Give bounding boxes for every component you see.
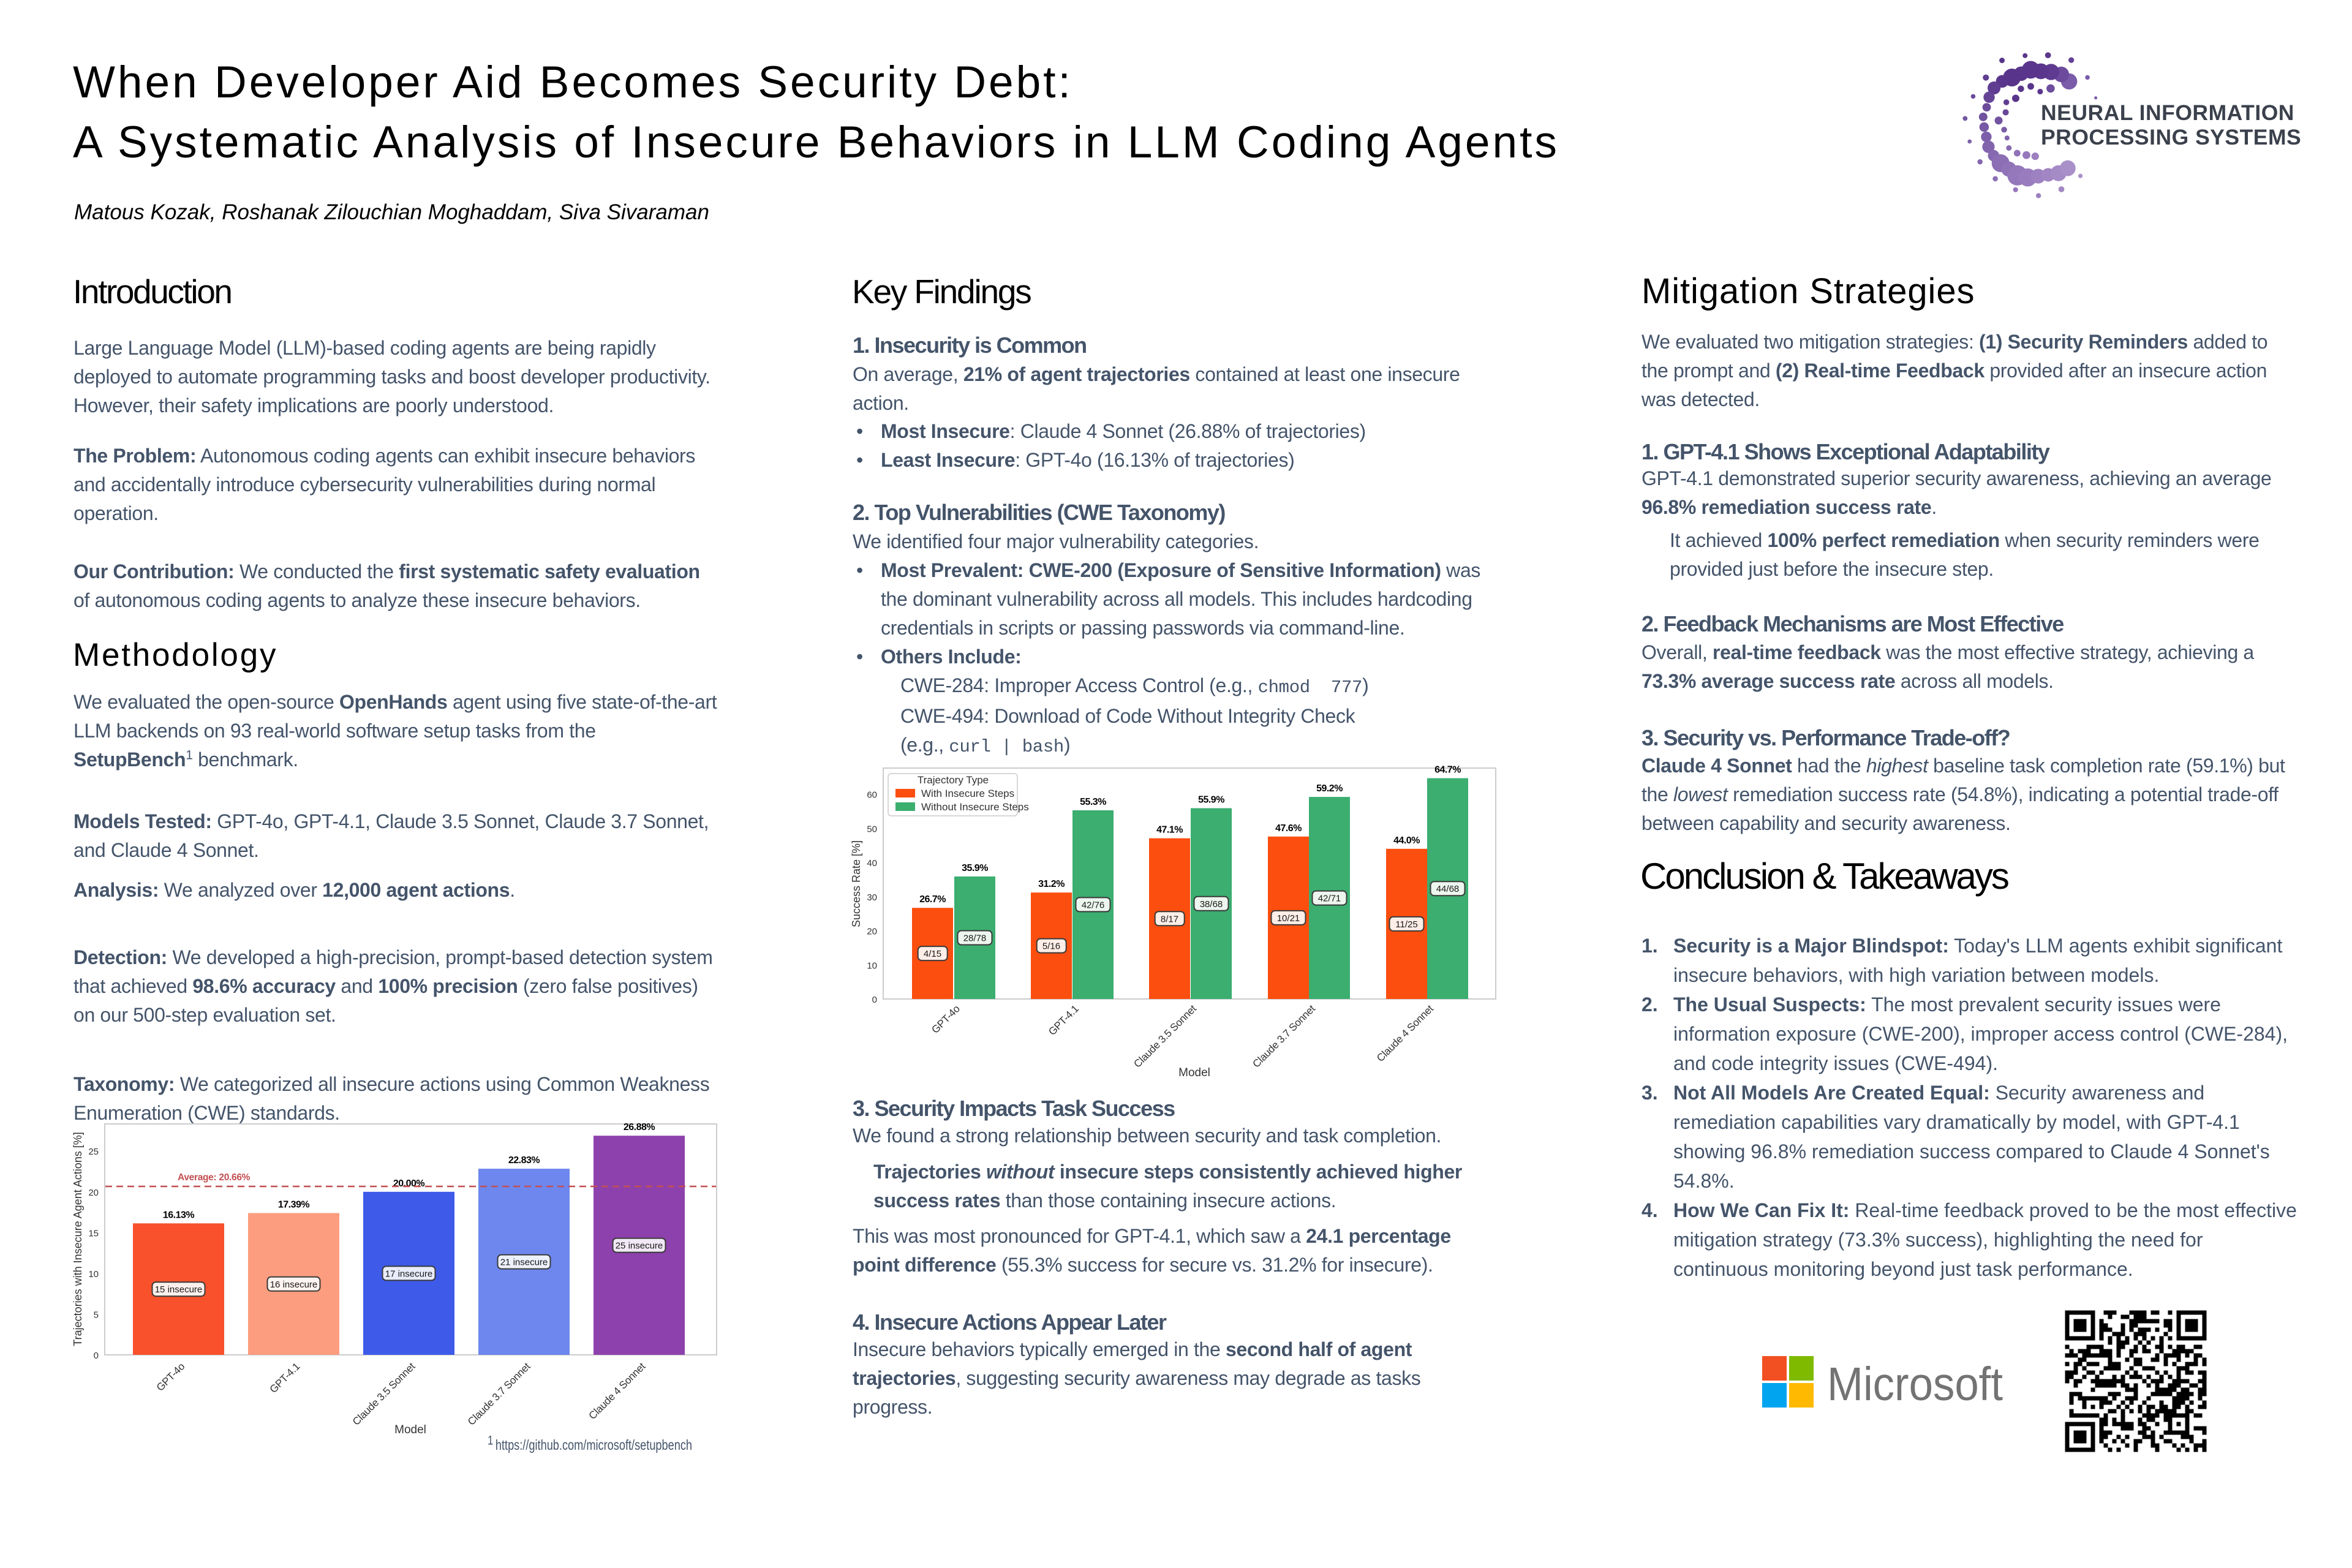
- svg-text:Trajectories with Insecure Age: Trajectories with Insecure Agent Actions…: [72, 1132, 84, 1346]
- svg-text:28/78: 28/78: [963, 933, 987, 944]
- svg-text:GPT-4.1: GPT-4.1: [1046, 1003, 1081, 1038]
- svg-text:42/71: 42/71: [1318, 894, 1341, 904]
- svg-text:16.13%: 16.13%: [163, 1210, 195, 1220]
- svg-text:16 insecure: 16 insecure: [270, 1280, 318, 1290]
- svg-text:26.7%: 26.7%: [919, 894, 946, 905]
- svg-text:Model: Model: [394, 1423, 426, 1436]
- svg-text:5/16: 5/16: [1042, 941, 1060, 952]
- svg-text:Without Insecure Steps: Without Insecure Steps: [921, 801, 1029, 813]
- svg-text:21 insecure: 21 insecure: [500, 1257, 548, 1268]
- svg-text:Success Rate [%]: Success Rate [%]: [850, 840, 862, 927]
- svg-text:64.7%: 64.7%: [1434, 765, 1461, 775]
- svg-text:GPT-4o: GPT-4o: [154, 1360, 187, 1393]
- svg-text:Claude 3.7 Sonnet: Claude 3.7 Sonnet: [1250, 1003, 1317, 1070]
- svg-text:20: 20: [867, 927, 877, 937]
- svg-text:Claude 3.7 Sonnet: Claude 3.7 Sonnet: [466, 1360, 533, 1428]
- svg-text:Claude 4 Sonnet: Claude 4 Sonnet: [1374, 1003, 1436, 1064]
- svg-text:55.3%: 55.3%: [1080, 797, 1106, 807]
- svg-text:17.39%: 17.39%: [278, 1200, 310, 1210]
- svg-text:Claude 4 Sonnet: Claude 4 Sonnet: [587, 1360, 648, 1422]
- svg-text:4/15: 4/15: [924, 949, 941, 959]
- svg-text:47.1%: 47.1%: [1156, 825, 1183, 835]
- svg-text:25: 25: [88, 1147, 99, 1157]
- svg-text:10/21: 10/21: [1277, 913, 1300, 924]
- svg-text:10: 10: [867, 960, 877, 971]
- svg-text:0: 0: [94, 1351, 99, 1361]
- svg-text:Claude 3.5 Sonnet: Claude 3.5 Sonnet: [350, 1360, 418, 1428]
- svg-text:Trajectory Type: Trajectory Type: [918, 774, 989, 786]
- svg-text:30: 30: [867, 892, 877, 903]
- svg-text:20: 20: [88, 1188, 99, 1198]
- svg-text:5: 5: [94, 1310, 99, 1320]
- svg-text:44.0%: 44.0%: [1393, 835, 1420, 846]
- svg-text:With Insecure Steps: With Insecure Steps: [921, 788, 1014, 799]
- svg-text:PROCESSING SYSTEMS: PROCESSING SYSTEMS: [2041, 125, 2301, 149]
- svg-text:0: 0: [872, 995, 877, 1005]
- svg-text:Microsoft: Microsoft: [1827, 1358, 2003, 1411]
- svg-text:42/76: 42/76: [1082, 900, 1105, 910]
- svg-text:60: 60: [867, 790, 877, 801]
- svg-text:22.83%: 22.83%: [508, 1155, 540, 1166]
- svg-text:GPT-4.1: GPT-4.1: [268, 1360, 303, 1395]
- svg-text:Model: Model: [1178, 1066, 1210, 1079]
- svg-text:8/17: 8/17: [1161, 914, 1178, 924]
- svg-text:11/25: 11/25: [1395, 919, 1417, 930]
- svg-text:10: 10: [88, 1269, 99, 1280]
- svg-text:55.9%: 55.9%: [1198, 795, 1224, 805]
- svg-text:GPT-4o: GPT-4o: [929, 1003, 962, 1036]
- svg-text:38/68: 38/68: [1200, 899, 1223, 910]
- svg-text:31.2%: 31.2%: [1038, 879, 1065, 889]
- svg-text:40: 40: [867, 858, 877, 869]
- svg-text:59.2%: 59.2%: [1316, 783, 1343, 794]
- svg-text:35.9%: 35.9%: [962, 863, 988, 873]
- svg-text:25 insecure: 25 insecure: [616, 1241, 663, 1251]
- svg-text:17 insecure: 17 insecure: [385, 1268, 433, 1279]
- svg-text:26.88%: 26.88%: [624, 1122, 655, 1133]
- svg-text:47.6%: 47.6%: [1275, 823, 1302, 834]
- svg-text:50: 50: [867, 824, 877, 834]
- svg-text:Average: 20.66%: Average: 20.66%: [178, 1172, 251, 1183]
- svg-text:NEURAL INFORMATION: NEURAL INFORMATION: [2041, 100, 2294, 125]
- svg-text:15 insecure: 15 insecure: [155, 1284, 203, 1295]
- svg-text:Claude 3.5 Sonnet: Claude 3.5 Sonnet: [1131, 1003, 1199, 1070]
- svg-text:15: 15: [88, 1228, 99, 1238]
- svg-text:44/68: 44/68: [1436, 884, 1460, 894]
